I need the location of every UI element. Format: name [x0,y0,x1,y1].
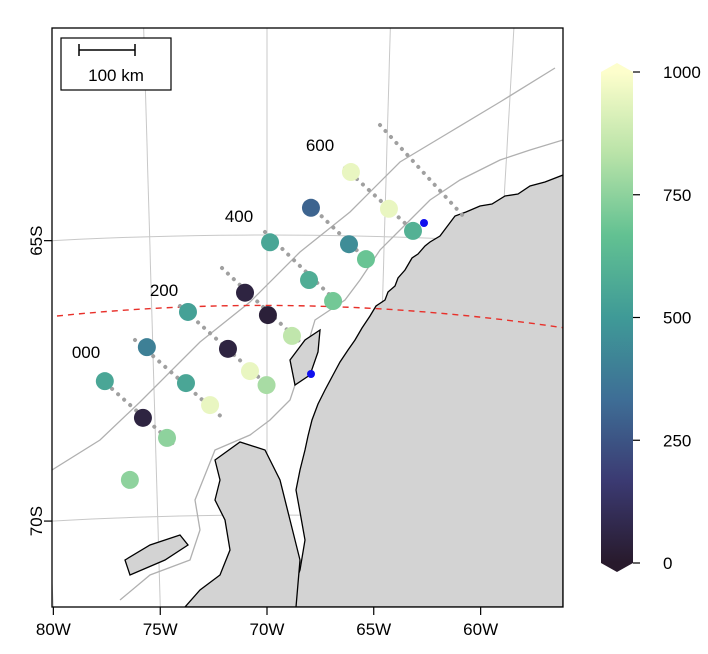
transect-label: 200 [150,281,178,300]
station [95,372,114,391]
y-tick-label: 70S [27,506,46,536]
station [158,428,177,447]
station [261,233,280,252]
base-marker [307,370,315,378]
transect-line [343,166,422,239]
station [379,199,398,218]
station [301,198,320,217]
colorbar-tick-label: 500 [663,309,691,328]
map-area [52,28,563,607]
transect-label: 000 [72,343,100,362]
colorbar-tick-label: 250 [663,431,691,450]
station [341,163,360,182]
colorbar: 0 250 500 750 1000 [601,63,701,573]
station [240,362,259,381]
x-tick-label: 70W [250,620,285,639]
station [300,271,319,290]
station [236,283,255,302]
station [120,470,139,489]
station [324,292,343,311]
land [184,441,301,607]
colorbar-extend-top [601,63,633,72]
island [124,534,189,576]
colorbar-bar [601,72,633,563]
station [201,396,220,415]
x-tick-label: 65W [356,620,391,639]
antarctic-circle [56,304,563,329]
station [257,376,276,395]
transect-line [378,123,467,220]
colorbar-tick-label: 0 [663,554,672,573]
scale-bar: 100 km [60,37,172,91]
station [218,339,237,358]
colorbar-extend-bottom [601,563,633,572]
station [403,221,422,240]
land [289,174,563,607]
parallel [52,234,563,247]
base-marker [420,219,428,227]
station [258,306,277,325]
colorbar-tick-label: 750 [663,186,691,205]
station [133,408,152,427]
station [339,235,358,254]
map-frame [51,27,564,608]
station [137,338,156,357]
island [289,328,321,387]
scale-bar-line [78,44,136,56]
axes: 80W 75W 70W 65W 60W 65S 70S [27,226,498,639]
stations [95,163,422,489]
station [178,302,197,321]
colorbar-tick-label: 1000 [663,63,701,82]
shelf-contour [52,67,556,471]
station [282,326,301,345]
station [356,250,375,269]
station [176,374,195,393]
scale-bar-label: 100 km [88,66,144,85]
x-tick-label: 80W [36,620,71,639]
x-tick-label: 75W [143,620,178,639]
transect-label: 400 [225,207,253,226]
y-tick-label: 65S [27,226,46,256]
x-tick-label: 60W [463,620,498,639]
transect-label: 600 [306,136,334,155]
